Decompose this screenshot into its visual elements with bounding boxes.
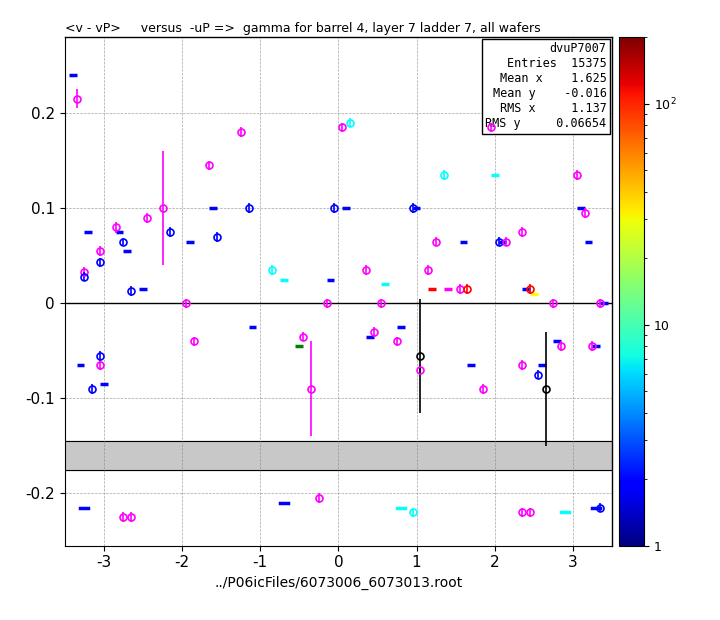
X-axis label: ../P06icFiles/6073006_6073013.root: ../P06icFiles/6073006_6073013.root (215, 576, 462, 590)
Text: <v - vP>     versus  -uP =>  gamma for barrel 4, layer 7 ladder 7, all wafers: <v - vP> versus -uP => gamma for barrel … (65, 22, 541, 35)
Text: dvuP7007
Entries  15375
Mean x    1.625
Mean y    -0.016
RMS x     1.137
RMS y  : dvuP7007 Entries 15375 Mean x 1.625 Mean… (485, 42, 606, 130)
Bar (65, 441, 612, 469)
